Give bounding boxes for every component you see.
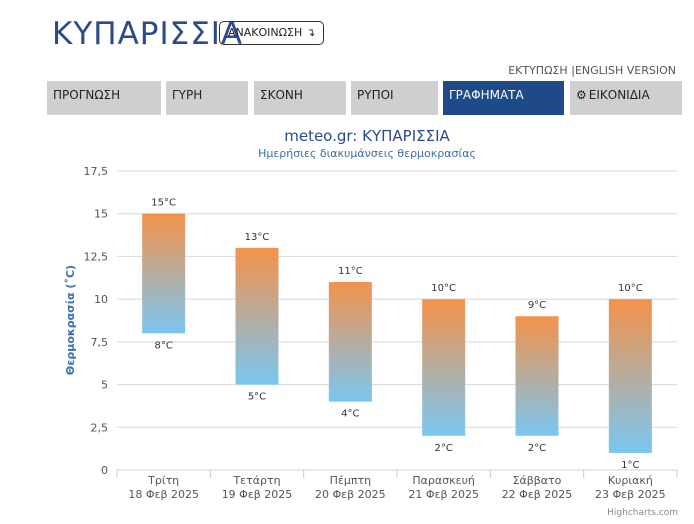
announcement-label: ΑΝΑΚΟΙΝΩΣΗ — [228, 26, 303, 39]
y-tick-label: 15 — [94, 208, 108, 221]
chart-subtitle: Ημερήσιες διακυμάνσεις θερμοκρασίας — [258, 147, 476, 160]
high-temp-label: 10°C — [618, 283, 643, 294]
y-tick-label: 10 — [94, 293, 108, 306]
tab-dust[interactable]: ΣΚΟΝΗ — [254, 81, 346, 115]
gear-icon: ⚙ — [576, 88, 587, 102]
temperature-bar — [235, 247, 279, 385]
y-tick-label: 0 — [101, 464, 108, 477]
high-temp-label: 9°C — [528, 300, 546, 311]
print-link[interactable]: ΕΚΤΥΠΩΣΗ — [508, 64, 568, 77]
page-title: ΚΥΠΑΡΙΣΣΙΑ — [52, 16, 244, 52]
tab-label: ΕΙΚΟΝΙΔΙΑ — [588, 88, 650, 102]
y-tick-label: 17,5 — [84, 165, 109, 178]
x-tick-day: Κυριακή — [608, 474, 653, 487]
tab-widgets[interactable]: ⚙ ΕΙΚΟΝΙΔΙΑ — [570, 81, 682, 115]
low-temp-label: 8°C — [154, 340, 172, 351]
tab-label: ΣΚΟΝΗ — [260, 88, 303, 102]
high-temp-label: 15°C — [151, 198, 176, 209]
x-tick-day: Σάββατο — [513, 474, 562, 487]
link-separator: | — [571, 64, 575, 77]
x-tick-date: 21 Φεβ 2025 — [408, 488, 479, 501]
chart-credits[interactable]: Highcharts.com — [607, 508, 678, 518]
tab-forecast[interactable]: ΠΡΟΓΝΩΣΗ — [47, 81, 161, 115]
temperature-bar — [515, 316, 559, 436]
tab-label: ΠΡΟΓΝΩΣΗ — [53, 88, 121, 102]
x-tick-date: 23 Φεβ 2025 — [595, 488, 666, 501]
y-tick-label: 12,5 — [84, 250, 109, 263]
x-tick-day: Τρίτη — [147, 474, 179, 487]
y-tick-label: 7,5 — [91, 336, 109, 349]
tab-pollen[interactable]: ΓΥΡΗ — [166, 81, 248, 115]
y-tick-label: 2,5 — [91, 421, 109, 434]
tab-label: ΡΥΠΟΙ — [357, 88, 394, 102]
low-temp-label: 1°C — [621, 460, 639, 471]
x-tick-day: Τετάρτη — [232, 474, 280, 487]
tab-pollutants[interactable]: ΡΥΠΟΙ — [351, 81, 438, 115]
temperature-bar — [608, 299, 652, 453]
tab-label: ΓΥΡΗ — [172, 88, 203, 102]
high-temp-label: 13°C — [245, 232, 270, 243]
arrow-down-icon: ↴ — [306, 26, 316, 39]
announcement-button[interactable]: ΑΝΑΚΟΙΝΩΣΗ ↴ — [219, 21, 325, 45]
temperature-bar — [422, 299, 466, 436]
x-tick-date: 22 Φεβ 2025 — [502, 488, 573, 501]
y-axis-label: Θερμοκρασία (˚C) — [64, 265, 77, 375]
high-temp-label: 11°C — [338, 266, 363, 277]
low-temp-label: 2°C — [434, 443, 452, 454]
low-temp-label: 5°C — [248, 392, 266, 403]
tab-bar: ΠΡΟΓΝΩΣΗ ΓΥΡΗ ΣΚΟΝΗ ΡΥΠΟΙ ΓΡΑΦΗΜΑΤΑ ⚙ ΕΙΚ… — [47, 81, 682, 115]
tab-label: ΓΡΑΦΗΜΑΤΑ — [449, 88, 524, 102]
y-tick-label: 5 — [101, 379, 108, 392]
top-links: ΕΚΤΥΠΩΣΗ |ENGLISH VERSION — [508, 64, 676, 77]
temperature-bar — [328, 282, 372, 402]
low-temp-label: 4°C — [341, 409, 359, 420]
low-temp-label: 2°C — [528, 443, 546, 454]
x-tick-date: 20 Φεβ 2025 — [315, 488, 386, 501]
tab-charts[interactable]: ΓΡΑΦΗΜΑΤΑ — [443, 81, 564, 115]
x-tick-day: Πέμπτη — [330, 474, 371, 487]
high-temp-label: 10°C — [431, 283, 456, 294]
english-version-link[interactable]: ENGLISH VERSION — [574, 64, 676, 77]
x-tick-date: 19 Φεβ 2025 — [222, 488, 293, 501]
chart-title: meteo.gr: ΚΥΠΑΡΙΣΣΙΑ — [284, 127, 450, 145]
x-tick-day: Παρασκευή — [412, 474, 475, 487]
temperature-bar — [142, 213, 186, 334]
x-tick-date: 18 Φεβ 2025 — [128, 488, 199, 501]
